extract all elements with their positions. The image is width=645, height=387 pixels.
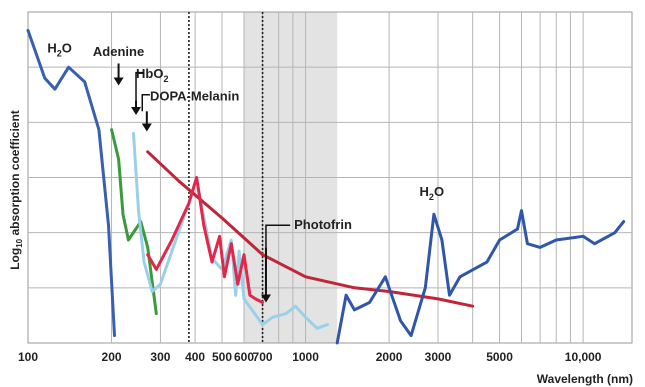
y-axis-label-post: absorption coefficient bbox=[8, 110, 22, 239]
adenine-arrow-arrowhead bbox=[113, 77, 124, 86]
annotation-label: H2O bbox=[47, 40, 72, 58]
y-axis-label-sub: 10 bbox=[15, 238, 24, 247]
series-lines bbox=[26, 28, 626, 345]
melanin-arrow-arrowhead bbox=[141, 123, 152, 132]
annotations: H2O Adenine HbO2 DOPA-Melanin Photofrin H2O bbox=[47, 40, 445, 303]
annotation-label: Photofrin bbox=[294, 217, 352, 232]
x-tick-label: 10,000 bbox=[565, 350, 602, 364]
annotation-label: H2O bbox=[420, 184, 445, 202]
photofrin-leader bbox=[265, 224, 291, 248]
annotation-label: Adenine bbox=[93, 44, 144, 59]
x-tick-label: 200 bbox=[102, 350, 122, 364]
photofrin-arrow-arrowhead bbox=[260, 294, 271, 303]
x-tick-label: 700 bbox=[253, 350, 273, 364]
x-tick-label: 100 bbox=[18, 350, 38, 364]
y-axis-label: Log10 absorption coefficient bbox=[8, 110, 24, 270]
x-tick-label: 3000 bbox=[425, 350, 452, 364]
series-line-1 bbox=[110, 128, 158, 316]
x-tick-label: 600 bbox=[234, 350, 254, 364]
annotation-label: DOPA-Melanin bbox=[150, 88, 239, 103]
x-tick-label: 500 bbox=[212, 350, 232, 364]
x-tick-label: 5000 bbox=[486, 350, 513, 364]
x-tick-label: 1000 bbox=[292, 350, 319, 364]
melanin-leader bbox=[141, 94, 150, 112]
series-line-5 bbox=[335, 209, 626, 345]
hbo2-leader bbox=[135, 71, 145, 101]
series-line-4 bbox=[146, 176, 265, 304]
x-tick-label: 300 bbox=[150, 350, 170, 364]
hbo2-arrow-arrowhead bbox=[131, 106, 142, 115]
x-tick-label: 2000 bbox=[376, 350, 403, 364]
y-axis-label-pre: Log bbox=[8, 248, 22, 270]
series-line-0 bbox=[26, 28, 116, 338]
x-tick-label: 400 bbox=[185, 350, 205, 364]
series-line-2 bbox=[132, 131, 329, 330]
annotation-label: HbO2 bbox=[136, 66, 168, 84]
x-axis-label: Wavelength (nm) bbox=[537, 372, 633, 386]
grid bbox=[27, 11, 633, 344]
